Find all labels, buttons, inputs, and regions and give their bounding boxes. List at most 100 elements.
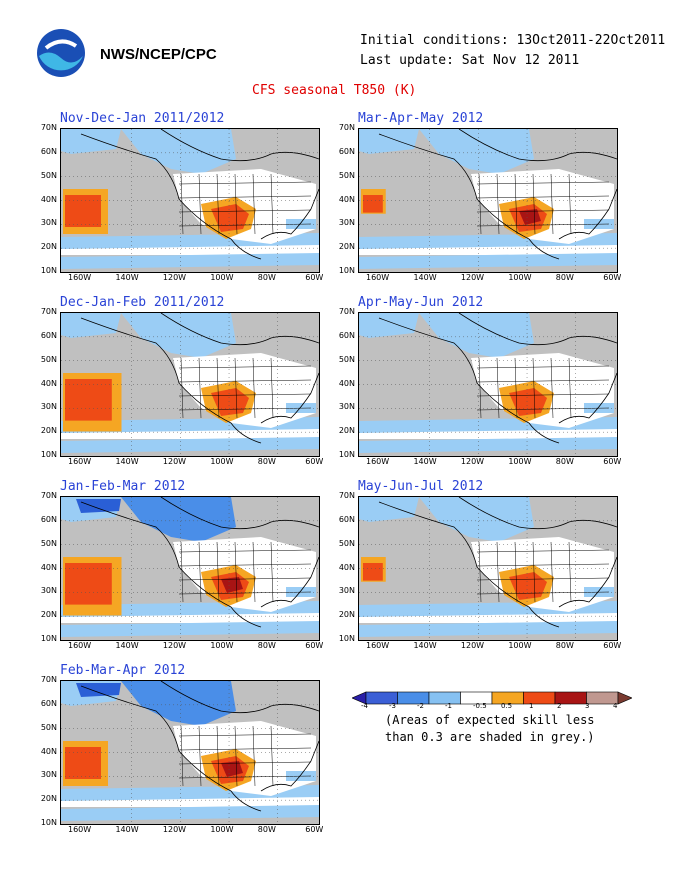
lon-label: 160W: [68, 457, 92, 466]
lat-label: 50N: [40, 722, 57, 732]
lat-label: 40N: [40, 194, 57, 204]
org-label: NWS/NCEP/CPC: [100, 46, 217, 63]
lon-label: 80W: [257, 825, 276, 834]
lat-label: 30N: [40, 770, 57, 780]
skill-note-line2: than 0.3 are shaded in grey.): [385, 730, 595, 744]
colorbar-tick-label: -4: [361, 702, 368, 710]
lat-label: 70N: [40, 307, 57, 316]
lon-label: 100W: [508, 641, 532, 650]
map-graphic: [61, 129, 319, 272]
lon-label: 60W: [305, 457, 324, 466]
lat-label: 30N: [338, 218, 355, 228]
lon-label: 100W: [508, 457, 532, 466]
lat-label: 30N: [338, 586, 355, 596]
lat-label: 30N: [40, 402, 57, 412]
lon-label: 80W: [257, 273, 276, 282]
panel-title: Feb-Mar-Apr 2012: [60, 663, 186, 678]
lat-label: 60N: [338, 514, 355, 524]
lat-label: 30N: [40, 586, 57, 596]
lat-label: 60N: [40, 330, 57, 340]
map-graphic: [359, 497, 617, 640]
colorbar-tick-label: 3: [585, 702, 590, 710]
lon-label: 160W: [68, 641, 92, 650]
lon-label: 60W: [603, 273, 622, 282]
lon-label: 160W: [366, 641, 390, 650]
colorbar-tick-label: -3: [389, 702, 396, 710]
lon-label: 100W: [508, 273, 532, 282]
lon-label: 120W: [162, 825, 187, 834]
lat-label: 40N: [338, 562, 355, 572]
colorbar-arrow-right: [617, 691, 633, 705]
lon-label: 160W: [68, 825, 92, 834]
lat-label: 70N: [338, 307, 355, 316]
lat-label: 20N: [338, 242, 355, 252]
colorbar-tick-label: 4: [613, 702, 618, 710]
lat-label: 10N: [338, 634, 355, 643]
lat-label: 20N: [338, 426, 355, 436]
lat-label: 20N: [40, 426, 57, 436]
lat-label: 70N: [40, 675, 57, 684]
noaa-logo: [36, 28, 86, 78]
lon-label: 140W: [115, 273, 139, 282]
lat-label: 60N: [40, 146, 57, 156]
panel-title: Dec-Jan-Feb 2011/2012: [60, 295, 225, 310]
lat-label: 50N: [338, 354, 355, 364]
lon-label: 120W: [460, 273, 485, 282]
map-panel: [60, 496, 320, 641]
colorbar-tick-label: 1: [529, 702, 534, 710]
lat-label: 20N: [40, 610, 57, 620]
lon-label: 80W: [257, 641, 276, 650]
lat-label: 30N: [40, 218, 57, 228]
panel-title: May-Jun-Jul 2012: [358, 479, 484, 494]
lat-label: 40N: [40, 378, 57, 388]
lon-label: 140W: [115, 457, 139, 466]
lat-label: 10N: [40, 266, 57, 275]
lat-label: 40N: [338, 378, 355, 388]
lat-label: 70N: [338, 491, 355, 500]
lon-label: 120W: [460, 457, 485, 466]
lon-label: 100W: [210, 457, 234, 466]
lat-label: 70N: [338, 123, 355, 132]
lon-label: 140W: [413, 273, 437, 282]
panel-title: Jan-Feb-Mar 2012: [60, 479, 186, 494]
lat-label: 10N: [40, 450, 57, 459]
lat-label: 20N: [338, 610, 355, 620]
lon-label: 60W: [603, 641, 622, 650]
lat-label: 60N: [40, 514, 57, 524]
map-graphic: [61, 497, 319, 640]
lon-label: 60W: [603, 457, 622, 466]
lat-label: 10N: [338, 450, 355, 459]
lat-label: 20N: [40, 794, 57, 804]
lon-label: 140W: [413, 457, 437, 466]
lat-label: 60N: [338, 330, 355, 340]
lat-label: 50N: [338, 538, 355, 548]
initial-conditions: Initial conditions: 13Oct2011-22Oct2011: [360, 33, 666, 48]
colorbar-graphic: [351, 691, 633, 705]
lon-label: 160W: [366, 273, 390, 282]
map-graphic: [359, 313, 617, 456]
figure-title: CFS seasonal T850 (K): [252, 83, 417, 98]
colorbar-tick-label: -1: [445, 702, 452, 710]
lon-label: 120W: [460, 641, 485, 650]
lat-label: 20N: [40, 242, 57, 252]
lon-label: 80W: [555, 457, 574, 466]
lon-label: 80W: [555, 273, 574, 282]
last-update: Last update: Sat Nov 12 2011: [360, 53, 580, 68]
lat-label: 50N: [338, 170, 355, 180]
skill-note-line1: (Areas of expected skill less: [385, 713, 595, 727]
map-panel: [60, 128, 320, 273]
map-graphic: [61, 313, 319, 456]
lat-label: 10N: [338, 266, 355, 275]
colorbar: -4 -3 -2 -1 -0.5 0.5 1 2 3 4: [351, 690, 633, 710]
lat-label: 50N: [40, 354, 57, 364]
lat-label: 50N: [40, 170, 57, 180]
colorbar-tick-label: 2: [557, 702, 562, 710]
panel-title: Mar-Apr-May 2012: [358, 111, 484, 126]
lon-label: 100W: [210, 273, 234, 282]
lat-label: 40N: [40, 746, 57, 756]
lon-label: 80W: [555, 641, 574, 650]
lat-label: 40N: [338, 194, 355, 204]
lon-label: 160W: [366, 457, 390, 466]
lon-label: 120W: [162, 457, 187, 466]
lon-label: 100W: [210, 641, 234, 650]
